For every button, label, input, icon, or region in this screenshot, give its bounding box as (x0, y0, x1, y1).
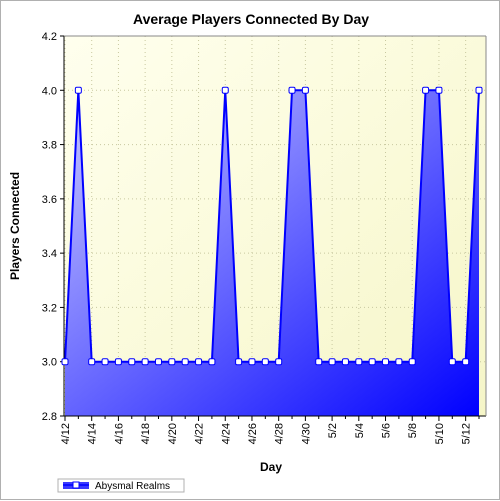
y-tick-label: 3.4 (42, 248, 57, 260)
data-point (114, 358, 122, 366)
data-point (168, 358, 176, 366)
data-point (261, 358, 269, 366)
data-point (301, 86, 309, 94)
data-point (475, 86, 483, 94)
data-point (128, 358, 136, 366)
data-point (141, 358, 149, 366)
data-point (435, 86, 443, 94)
data-point (208, 358, 216, 366)
data-point (275, 358, 283, 366)
area-fill (65, 90, 479, 416)
data-point (341, 358, 349, 366)
data-point (328, 358, 336, 366)
x-axis-label: Day (260, 460, 282, 474)
legend-label: Abysmal Realms (95, 481, 170, 492)
x-tick-label: 5/2 (327, 423, 339, 438)
data-point (408, 358, 416, 366)
chart-title: Average Players Connected By Day (133, 11, 369, 27)
y-tick-label: 2.8 (42, 411, 57, 423)
x-tick-label: 4/12 (60, 423, 72, 444)
x-tick-labels: 4/12 4/14 4/16 4/18 4/20 4/22 4/24 4/26 4/28 4/30… (60, 423, 473, 444)
data-point (221, 86, 229, 94)
data-point (195, 358, 203, 366)
x-tick-label: 5/6 (381, 423, 393, 438)
x-tick-label: 4/20 (167, 423, 179, 444)
data-point (395, 358, 403, 366)
data-point (101, 358, 109, 366)
data-point (154, 358, 162, 366)
data-point (355, 358, 363, 366)
legend: Abysmal Realms (57, 478, 185, 493)
legend-marker (72, 481, 80, 489)
y-axis-label: Players Connected (8, 172, 22, 280)
y-tick-label: 3.8 (42, 140, 57, 152)
y-tick-label: 3.6 (42, 194, 57, 206)
data-points (61, 86, 483, 366)
x-tick-label: 4/30 (300, 423, 312, 444)
data-point (61, 358, 69, 366)
x-tick-label: 4/18 (140, 423, 152, 444)
x-tick-label: 5/4 (354, 423, 366, 438)
data-point (368, 358, 376, 366)
x-tick-label: 4/22 (194, 423, 206, 444)
x-tick-label: 4/16 (113, 423, 125, 444)
axes (60, 35, 487, 421)
y-tick-label: 3.0 (42, 357, 57, 369)
data-point (448, 358, 456, 366)
y-tick-label: 3.2 (42, 302, 57, 314)
data-point (422, 86, 430, 94)
y-tick-label: 4.2 (42, 31, 57, 43)
x-tick-label: 5/10 (434, 423, 446, 444)
x-tick-label: 4/14 (87, 423, 99, 444)
data-point (288, 86, 296, 94)
x-tick-label: 5/12 (461, 423, 473, 444)
data-point (462, 358, 470, 366)
data-point (235, 358, 243, 366)
y-tick-labels: 2.8 3.0 3.2 3.4 3.6 3.8 4.0 4.2 (42, 31, 57, 423)
data-point (382, 358, 390, 366)
x-tick-label: 4/24 (220, 423, 232, 444)
data-point (88, 358, 96, 366)
data-point (315, 358, 323, 366)
legend-box (57, 478, 185, 493)
x-tick-label: 4/26 (247, 423, 259, 444)
x-tick-label: 5/8 (407, 423, 419, 438)
y-tick-label: 4.0 (42, 85, 57, 97)
x-tick-label: 4/28 (274, 423, 286, 444)
data-point (74, 86, 82, 94)
data-point (181, 358, 189, 366)
data-point (248, 358, 256, 366)
